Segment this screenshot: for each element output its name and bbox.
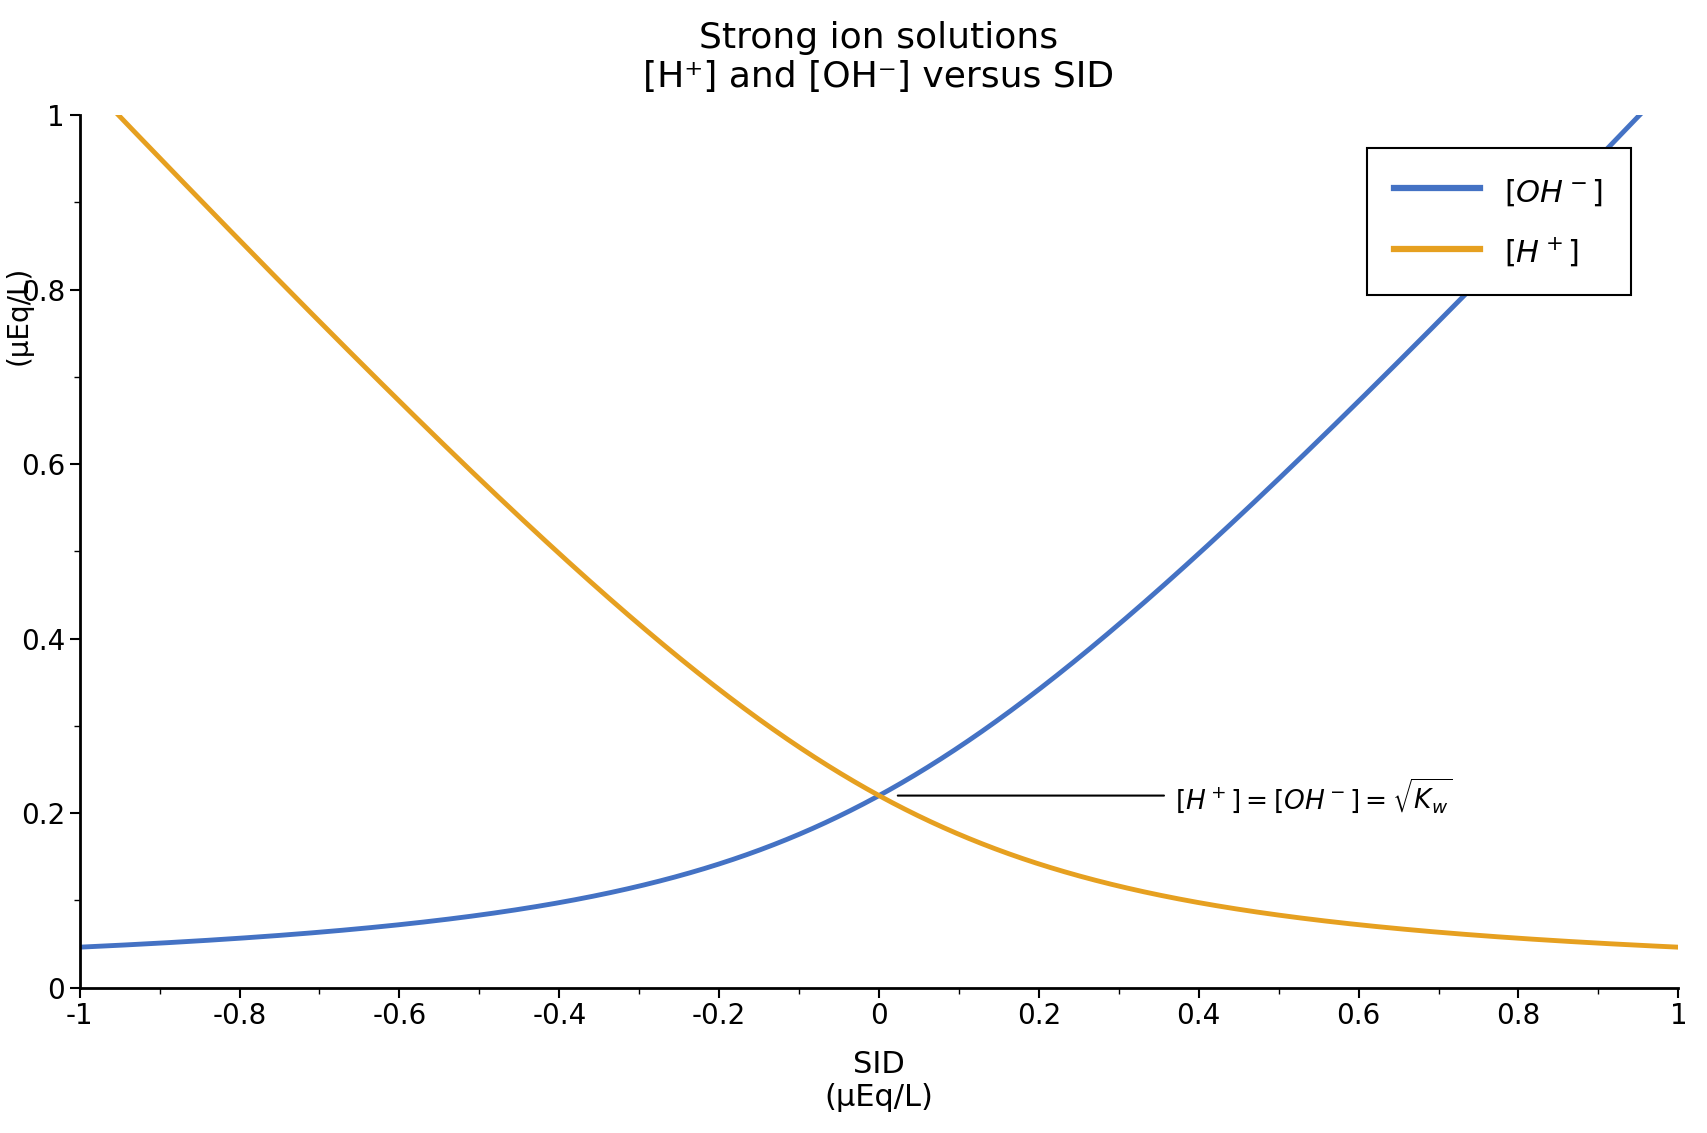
Line: $[OH^-]$: $[OH^-]$	[80, 75, 1678, 947]
X-axis label: SID
(μEq/L): SID (μEq/L)	[824, 1049, 934, 1113]
$[H^+]$	[804, 750, 824, 764]
$[H^+]$	[1620, 938, 1640, 952]
Text: (μEq/L): (μEq/L)	[3, 266, 32, 365]
$[OH^-]$	[1620, 117, 1640, 130]
$[H^+]$	[1620, 938, 1640, 952]
$[OH^-]$	[150, 936, 171, 949]
$[OH^-]$	[1328, 415, 1349, 428]
$[H^+]$	[1328, 915, 1349, 929]
$[OH^-]$	[70, 940, 90, 954]
$[OH^-]$	[847, 800, 867, 813]
$[H^+]$	[150, 153, 171, 167]
$[OH^-]$	[1668, 68, 1688, 82]
Line: $[H^+]$: $[H^+]$	[80, 75, 1678, 947]
Title: Strong ion solutions
[H⁺] and [OH⁻] versus SID: Strong ion solutions [H⁺] and [OH⁻] vers…	[644, 20, 1115, 94]
$[OH^-]$	[1620, 117, 1640, 130]
$[H^+]$	[847, 776, 867, 790]
Text: $[H^+]=[OH^-]=\sqrt{K_w}$: $[H^+]=[OH^-]=\sqrt{K_w}$	[1174, 776, 1451, 815]
$[OH^-]$	[804, 820, 824, 834]
$[H^+]$	[1668, 940, 1688, 954]
$[H^+]$	[70, 68, 90, 82]
Legend: $[OH^-]$, $[H^+]$: $[OH^-]$, $[H^+]$	[1366, 147, 1630, 296]
